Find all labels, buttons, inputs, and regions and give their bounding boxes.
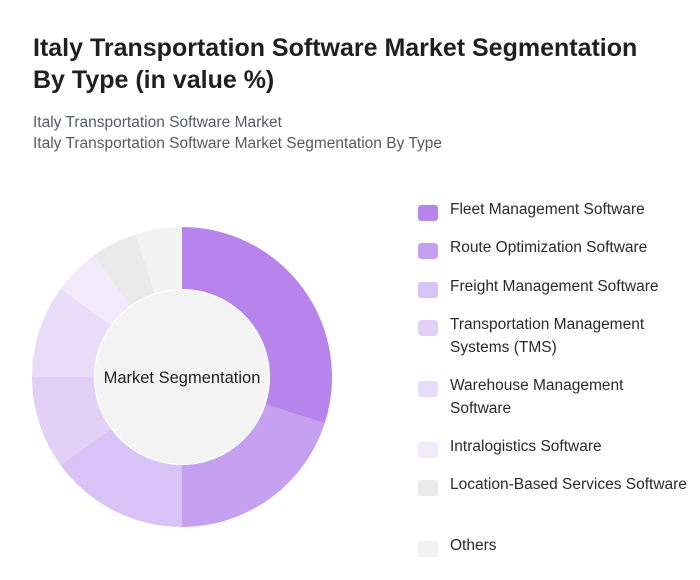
legend-label: Fleet Management Software: [450, 201, 645, 218]
legend-label: Route Optimization Software: [450, 239, 648, 256]
donut-slice-warehouse-management-software: [32, 288, 111, 377]
donut-slice-transportation-management-systems-tms: [32, 377, 111, 466]
legend-swatch: [418, 480, 438, 496]
subtitle-segmentation: Italy Transportation Software Market Seg…: [33, 135, 442, 152]
legend-swatch: [418, 442, 438, 458]
donut-center-label: Market Segmentation: [104, 369, 261, 387]
legend-item-location-based: Location-Based Services Software: [418, 473, 688, 496]
chart-subtitle: Italy Transportation Software Market Ita…: [33, 112, 673, 154]
donut-chart: Market Segmentation: [32, 227, 333, 527]
legend-item-others: Others: [418, 534, 688, 557]
legend-swatch: [418, 320, 438, 336]
legend-swatch: [418, 541, 438, 557]
legend-label: Location-Based Services Software: [450, 476, 687, 493]
legend-item-fleet: Fleet Management Software: [418, 198, 688, 221]
donut-slice-freight-management-software: [60, 428, 182, 527]
legend-label: Warehouse Management Software: [450, 377, 624, 417]
subtitle-market: Italy Transportation Software Market: [33, 114, 282, 131]
donut-slice-intralogistics-software: [60, 255, 131, 326]
legend-label: Freight Management Software: [450, 278, 659, 295]
donut-slice-route-optimization-software: [182, 404, 325, 527]
donut-slices: [32, 227, 333, 527]
legend-item-warehouse: Warehouse Management Software: [418, 374, 688, 420]
legend-item-intralogistics: Intralogistics Software: [418, 435, 688, 458]
legend-item-freight: Freight Management Software: [418, 275, 688, 298]
chart-title: Italy Transportation Software Market Seg…: [33, 34, 638, 94]
donut-slice-fleet-management-software: [182, 227, 333, 424]
legend-label: Intralogistics Software: [450, 438, 602, 455]
legend-item-tms: Transportation Management Systems (TMS): [418, 313, 688, 359]
legend-label: Transportation Management Systems (TMS): [450, 316, 645, 356]
legend-item-route: Route Optimization Software: [418, 236, 688, 259]
legend-swatch: [418, 381, 438, 397]
legend-swatch: [418, 205, 438, 221]
legend-swatch: [418, 282, 438, 298]
donut-slice-location-based-services-software: [93, 234, 155, 306]
legend-swatch: [418, 243, 438, 259]
legend-label: Others: [450, 537, 497, 554]
donut-center: [95, 290, 269, 464]
donut-slice-others: [135, 227, 182, 294]
